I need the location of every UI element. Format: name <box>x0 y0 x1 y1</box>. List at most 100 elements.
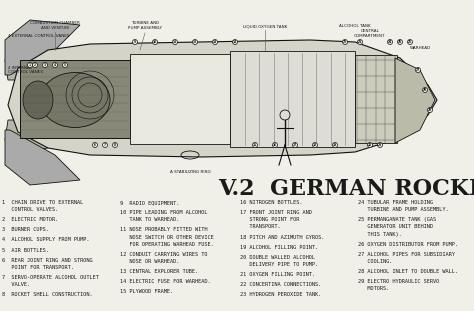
Text: 4 EXTERNAL CONTROL VANES: 4 EXTERNAL CONTROL VANES <box>8 34 70 38</box>
Text: 6: 6 <box>94 143 96 147</box>
Text: 14 ELECTRIC FUSE FOR WARHEAD.: 14 ELECTRIC FUSE FOR WARHEAD. <box>120 279 210 284</box>
FancyBboxPatch shape <box>230 51 355 147</box>
Text: 23: 23 <box>378 143 382 147</box>
Text: 26 OXYGEN DISTRIBUTOR FROM PUMP.: 26 OXYGEN DISTRIBUTOR FROM PUMP. <box>358 242 458 247</box>
Text: 7  SERVO-OPERATE ALCOHOL OUTLET: 7 SERVO-OPERATE ALCOHOL OUTLET <box>2 275 99 280</box>
Text: 29 ELECTRO HYDRAULIC SERVO: 29 ELECTRO HYDRAULIC SERVO <box>358 279 439 284</box>
Text: 1: 1 <box>29 63 31 67</box>
Circle shape <box>343 39 347 44</box>
Polygon shape <box>5 130 80 185</box>
Text: TANK TO WARHEAD.: TANK TO WARHEAD. <box>120 217 179 222</box>
Text: A STABILIZING RING: A STABILIZING RING <box>170 170 210 174</box>
Text: 27: 27 <box>416 68 420 72</box>
Text: CENTRAL
COMPARTMENT: CENTRAL COMPARTMENT <box>354 30 386 38</box>
Text: ALCOHOL TANK: ALCOHOL TANK <box>339 24 371 28</box>
Circle shape <box>367 142 373 147</box>
Circle shape <box>273 142 277 147</box>
Text: TURBINE AND
PUMP ASSEMBLY: TURBINE AND PUMP ASSEMBLY <box>128 21 162 30</box>
Text: 2: 2 <box>34 63 36 67</box>
Circle shape <box>53 63 57 67</box>
Text: 18: 18 <box>313 143 317 147</box>
Text: GENERATOR UNIT BEHIND: GENERATOR UNIT BEHIND <box>358 225 433 230</box>
Text: 21: 21 <box>358 40 362 44</box>
Circle shape <box>416 67 420 72</box>
Text: 8  ROCKET SHELL CONSTRUCTION.: 8 ROCKET SHELL CONSTRUCTION. <box>2 292 92 297</box>
Text: 1  CHAIN DRIVE TO EXTERNAL: 1 CHAIN DRIVE TO EXTERNAL <box>2 200 83 205</box>
Text: CONTROL VALVES.: CONTROL VALVES. <box>2 207 58 212</box>
FancyBboxPatch shape <box>355 55 397 143</box>
Text: 4  ALCOHOL SUPPLY FROM PUMP.: 4 ALCOHOL SUPPLY FROM PUMP. <box>2 237 90 243</box>
Text: 17 FRONT JOINT RING AND: 17 FRONT JOINT RING AND <box>240 210 312 215</box>
Text: 26: 26 <box>408 40 412 44</box>
Text: 21 OXYGEN FILLING POINT.: 21 OXYGEN FILLING POINT. <box>240 272 315 277</box>
Text: COOLING.: COOLING. <box>358 259 392 264</box>
Text: 11: 11 <box>173 40 177 44</box>
Text: 11 NOSE PROBABLY FITTED WITH: 11 NOSE PROBABLY FITTED WITH <box>120 227 208 232</box>
Circle shape <box>43 63 47 67</box>
FancyBboxPatch shape <box>20 60 130 138</box>
Text: 5  AIR BOTTLES.: 5 AIR BOTTLES. <box>2 248 49 253</box>
Circle shape <box>173 39 177 44</box>
Text: STRONG POINT FOR: STRONG POINT FOR <box>240 217 300 222</box>
Text: FOR OPERATING WARHEAD FUSE.: FOR OPERATING WARHEAD FUSE. <box>120 242 214 247</box>
Circle shape <box>192 39 198 44</box>
Circle shape <box>92 142 98 147</box>
Polygon shape <box>8 40 437 157</box>
Text: TRANSPORT.: TRANSPORT. <box>240 225 281 230</box>
Text: 25 PERMANGANATE TANK (GAS: 25 PERMANGANATE TANK (GAS <box>358 217 436 222</box>
Circle shape <box>112 142 118 147</box>
Text: 6  REAR JOINT RING AND STRONG: 6 REAR JOINT RING AND STRONG <box>2 258 92 262</box>
Text: NOSE SWITCH OR OTHER DEVICE: NOSE SWITCH OR OTHER DEVICE <box>120 234 214 239</box>
Text: 15 PLYWOOD FRAME.: 15 PLYWOOD FRAME. <box>120 289 173 294</box>
Text: 27 ALCOHOL PIPES FOR SUBSIDIARY: 27 ALCOHOL PIPES FOR SUBSIDIARY <box>358 252 455 257</box>
Text: THIS TANK).: THIS TANK). <box>358 232 402 237</box>
Circle shape <box>133 39 137 44</box>
Circle shape <box>422 87 428 92</box>
Circle shape <box>332 142 337 147</box>
Text: TURBINE AND PUMP ASSEMBLY.: TURBINE AND PUMP ASSEMBLY. <box>358 207 448 212</box>
Circle shape <box>428 108 432 113</box>
Circle shape <box>212 39 218 44</box>
Circle shape <box>312 142 318 147</box>
Circle shape <box>280 110 290 120</box>
Polygon shape <box>5 48 48 80</box>
Circle shape <box>253 142 257 147</box>
Text: 12 CONDUIT CARRYING WIRES TO: 12 CONDUIT CARRYING WIRES TO <box>120 252 208 257</box>
Text: 17: 17 <box>293 143 297 147</box>
Text: 14: 14 <box>233 40 237 44</box>
Text: 16 NITROGEN BOTTLES.: 16 NITROGEN BOTTLES. <box>240 200 302 205</box>
Ellipse shape <box>23 81 53 119</box>
Circle shape <box>408 39 412 44</box>
Text: 28: 28 <box>423 88 427 92</box>
Text: 24: 24 <box>388 40 392 44</box>
Text: 28 ALCOHOL INLET TO DOUBLE WALL.: 28 ALCOHOL INLET TO DOUBLE WALL. <box>358 269 458 274</box>
Ellipse shape <box>40 72 110 128</box>
Text: 18 PITCH AND AZIMUTH GYROS.: 18 PITCH AND AZIMUTH GYROS. <box>240 234 324 239</box>
Circle shape <box>377 142 383 147</box>
Polygon shape <box>5 20 80 75</box>
Circle shape <box>102 142 108 147</box>
Circle shape <box>357 39 363 44</box>
Text: 16: 16 <box>273 143 277 147</box>
Text: LIQUID OXYGEN TANK: LIQUID OXYGEN TANK <box>243 24 287 28</box>
Text: COMBUSTION CHAMBER
AND VENTURI: COMBUSTION CHAMBER AND VENTURI <box>30 21 80 30</box>
Circle shape <box>388 39 392 44</box>
Text: 22: 22 <box>368 143 372 147</box>
Text: 3  BURNER CUPS.: 3 BURNER CUPS. <box>2 227 49 232</box>
Text: WARHEAD: WARHEAD <box>410 46 430 50</box>
Text: 22 CONCERTINA CONNECTIONS.: 22 CONCERTINA CONNECTIONS. <box>240 282 321 287</box>
Circle shape <box>27 63 33 67</box>
Circle shape <box>233 39 237 44</box>
Text: 9: 9 <box>134 40 136 44</box>
Text: 2  ELECTRIC MOTOR.: 2 ELECTRIC MOTOR. <box>2 217 58 222</box>
Text: 8: 8 <box>114 143 116 147</box>
Text: 12: 12 <box>193 40 197 44</box>
Text: 10: 10 <box>153 40 157 44</box>
Circle shape <box>63 63 67 67</box>
Text: 4: 4 <box>54 63 56 67</box>
Text: 10 PIPE LEADING FROM ALCOHOL: 10 PIPE LEADING FROM ALCOHOL <box>120 210 208 215</box>
Text: VALVE.: VALVE. <box>2 282 30 287</box>
Text: 23 HYDROGEN PEROXIDE TANK.: 23 HYDROGEN PEROXIDE TANK. <box>240 292 321 297</box>
Text: 24 TUBULAR FRAME HOLDING: 24 TUBULAR FRAME HOLDING <box>358 200 433 205</box>
Text: 29: 29 <box>428 108 432 112</box>
